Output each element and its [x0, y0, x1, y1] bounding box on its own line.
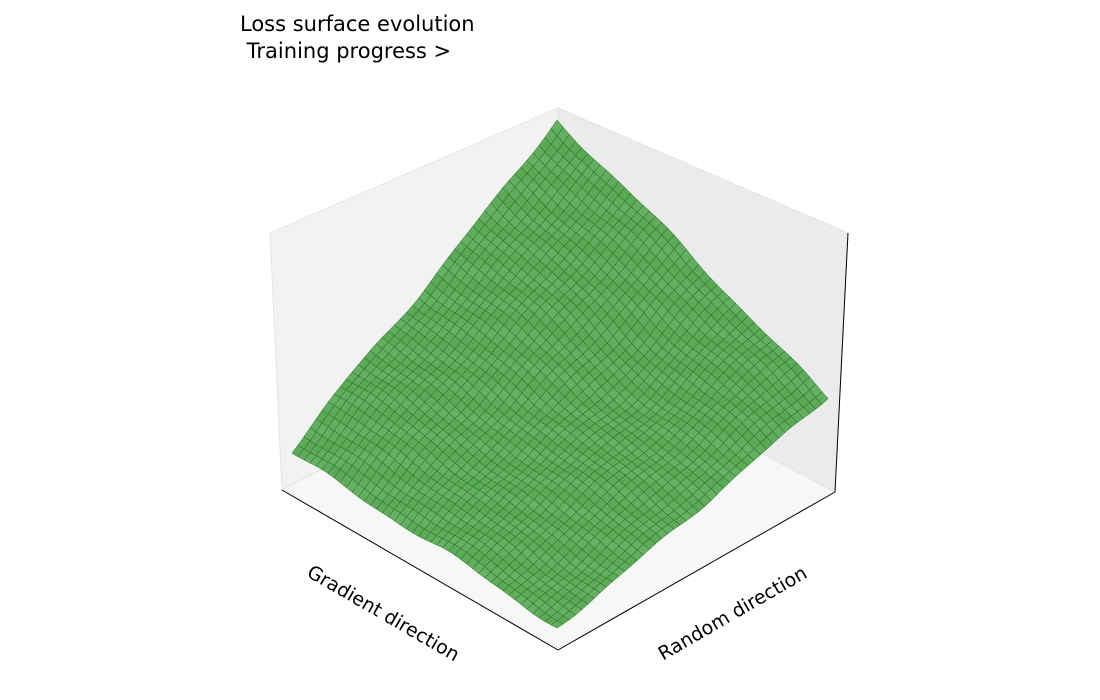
x-axis-line [281, 489, 559, 651]
loss-surface [291, 119, 829, 629]
surface-facet [550, 620, 564, 629]
y-axis-line [557, 491, 836, 651]
z-axis-line [834, 232, 849, 493]
chart-subtitle: Training progress > [240, 39, 452, 63]
axis-lines [281, 232, 849, 651]
chart-title: Loss surface evolution [240, 12, 475, 36]
